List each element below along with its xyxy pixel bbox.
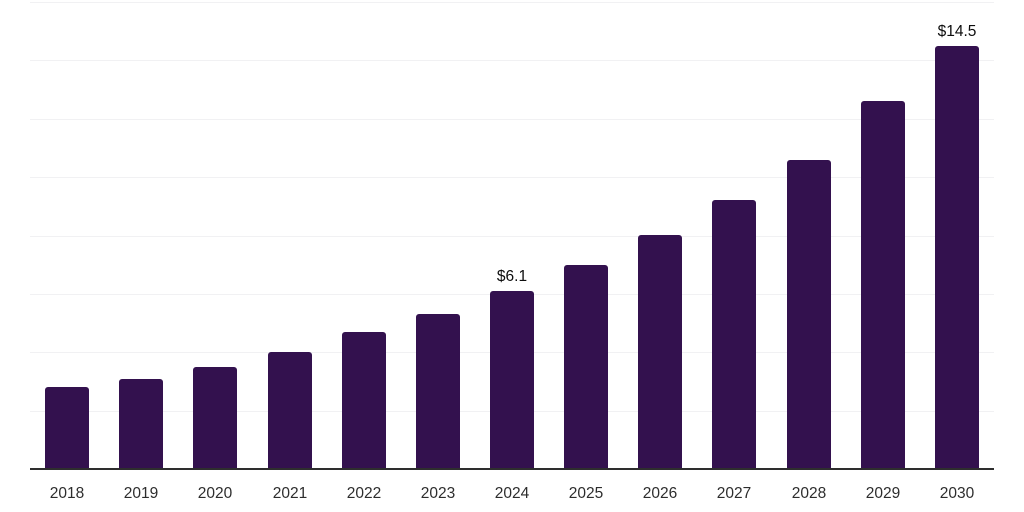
x-tick-label-2030: 2030 <box>939 485 975 502</box>
bar-2018 <box>45 387 89 469</box>
x-tick-label-2023: 2023 <box>420 485 456 502</box>
bar-2023 <box>416 314 460 469</box>
bar-2025 <box>564 265 608 469</box>
bar-2029 <box>861 101 905 469</box>
bar-2022 <box>342 332 386 469</box>
data-label-2030: $14.5 <box>937 23 977 40</box>
x-axis-line <box>30 468 994 470</box>
bar-2019 <box>119 379 163 469</box>
gridline <box>30 60 994 61</box>
bar-2026 <box>638 235 682 469</box>
gridline <box>30 177 994 178</box>
bar-2021 <box>268 352 312 469</box>
bar-2028 <box>787 160 831 469</box>
bar-2024 <box>490 291 534 469</box>
bar-2027 <box>712 200 756 469</box>
gridline <box>30 2 994 3</box>
gridline <box>30 119 994 120</box>
x-tick-label-2019: 2019 <box>123 485 159 502</box>
gridline <box>30 236 994 237</box>
x-tick-label-2026: 2026 <box>642 485 678 502</box>
x-tick-label-2018: 2018 <box>49 485 85 502</box>
bar-2020 <box>193 367 237 469</box>
bar-2030 <box>935 46 979 469</box>
x-tick-label-2029: 2029 <box>865 485 901 502</box>
x-tick-label-2021: 2021 <box>272 485 308 502</box>
data-label-2024: $6.1 <box>496 268 528 285</box>
x-tick-label-2024: 2024 <box>494 485 530 502</box>
x-tick-label-2022: 2022 <box>346 485 382 502</box>
x-tick-label-2028: 2028 <box>791 485 827 502</box>
x-tick-label-2025: 2025 <box>568 485 604 502</box>
x-tick-label-2020: 2020 <box>197 485 233 502</box>
x-tick-label-2027: 2027 <box>716 485 752 502</box>
